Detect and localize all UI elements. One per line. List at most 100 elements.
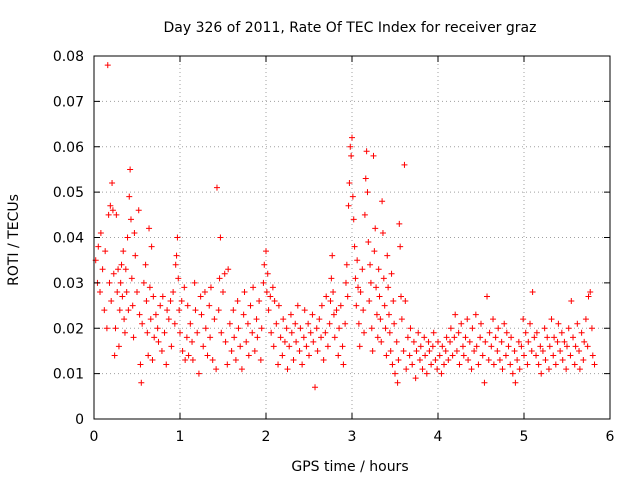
data-point bbox=[145, 352, 152, 359]
data-point bbox=[413, 347, 420, 354]
data-point bbox=[234, 298, 241, 305]
data-point bbox=[348, 152, 355, 159]
y-tick-label: 0.01 bbox=[53, 367, 84, 383]
data-point bbox=[353, 302, 360, 309]
data-point bbox=[168, 343, 175, 350]
data-point bbox=[103, 325, 110, 332]
data-point bbox=[183, 334, 190, 341]
data-point bbox=[542, 357, 549, 364]
data-point bbox=[178, 298, 185, 305]
data-point bbox=[173, 252, 180, 259]
chart-grid bbox=[94, 56, 610, 419]
data-point bbox=[318, 302, 325, 309]
data-point bbox=[533, 329, 540, 336]
data-point bbox=[292, 320, 299, 327]
data-point bbox=[312, 384, 319, 391]
data-point bbox=[472, 311, 479, 318]
data-point bbox=[462, 334, 469, 341]
data-point bbox=[157, 302, 164, 309]
y-tick-label: 0.06 bbox=[53, 140, 84, 156]
data-point bbox=[171, 320, 178, 327]
data-point bbox=[309, 311, 316, 318]
data-point bbox=[509, 370, 516, 377]
data-point bbox=[469, 325, 476, 332]
data-point bbox=[544, 334, 551, 341]
data-point bbox=[249, 329, 256, 336]
data-point bbox=[498, 338, 505, 345]
data-point bbox=[200, 343, 207, 350]
data-point bbox=[428, 361, 435, 368]
data-point bbox=[136, 311, 143, 318]
data-point bbox=[241, 288, 248, 295]
x-tick-label: 4 bbox=[434, 429, 443, 445]
data-point bbox=[458, 320, 465, 327]
chart-points bbox=[92, 62, 598, 391]
data-point bbox=[356, 343, 363, 350]
data-point bbox=[421, 334, 428, 341]
data-point bbox=[268, 329, 275, 336]
data-point bbox=[503, 329, 510, 336]
data-point bbox=[342, 279, 349, 286]
x-tick-label: 0 bbox=[90, 429, 99, 445]
data-point bbox=[250, 284, 257, 291]
data-point bbox=[390, 298, 397, 305]
data-point bbox=[328, 275, 335, 282]
data-point bbox=[296, 347, 303, 354]
data-point bbox=[576, 366, 583, 373]
data-point bbox=[551, 334, 558, 341]
data-point bbox=[333, 307, 340, 314]
data-point bbox=[213, 366, 220, 373]
data-point bbox=[165, 316, 172, 323]
data-point bbox=[539, 347, 546, 354]
data-point bbox=[387, 347, 394, 354]
data-point bbox=[201, 288, 208, 295]
data-point bbox=[552, 361, 559, 368]
data-point bbox=[529, 288, 536, 295]
data-point bbox=[484, 293, 491, 300]
data-point bbox=[585, 293, 592, 300]
y-tick-label: 0.02 bbox=[53, 321, 84, 337]
data-point bbox=[591, 361, 598, 368]
data-point bbox=[485, 357, 492, 364]
data-point bbox=[225, 266, 232, 273]
data-point bbox=[351, 243, 358, 250]
data-point bbox=[253, 316, 260, 323]
data-point bbox=[235, 325, 242, 332]
data-point bbox=[455, 329, 462, 336]
data-point bbox=[443, 334, 450, 341]
data-point bbox=[170, 288, 177, 295]
data-point bbox=[107, 202, 114, 209]
data-point bbox=[222, 338, 229, 345]
data-point bbox=[110, 270, 117, 277]
data-point bbox=[442, 347, 449, 354]
data-point bbox=[558, 329, 565, 336]
data-point bbox=[370, 152, 377, 159]
data-point bbox=[115, 266, 122, 273]
data-point bbox=[451, 334, 458, 341]
data-point bbox=[568, 298, 575, 305]
data-point bbox=[135, 207, 142, 214]
data-point bbox=[452, 311, 459, 318]
data-point bbox=[385, 284, 392, 291]
data-point bbox=[570, 334, 577, 341]
data-point bbox=[350, 216, 357, 223]
data-point bbox=[548, 316, 555, 323]
data-point bbox=[389, 361, 396, 368]
data-point bbox=[275, 361, 282, 368]
data-point bbox=[181, 284, 188, 291]
data-point bbox=[237, 343, 244, 350]
data-point bbox=[256, 298, 263, 305]
data-point bbox=[415, 329, 422, 336]
data-point bbox=[589, 352, 596, 359]
data-point bbox=[441, 361, 448, 368]
data-point bbox=[132, 252, 139, 259]
data-point bbox=[361, 329, 368, 336]
data-point bbox=[294, 302, 301, 309]
y-tick-label: 0.08 bbox=[53, 49, 84, 65]
data-point bbox=[495, 325, 502, 332]
data-point bbox=[226, 320, 233, 327]
data-point bbox=[258, 325, 265, 332]
data-point bbox=[131, 229, 138, 236]
data-point bbox=[393, 338, 400, 345]
data-point bbox=[124, 234, 131, 241]
